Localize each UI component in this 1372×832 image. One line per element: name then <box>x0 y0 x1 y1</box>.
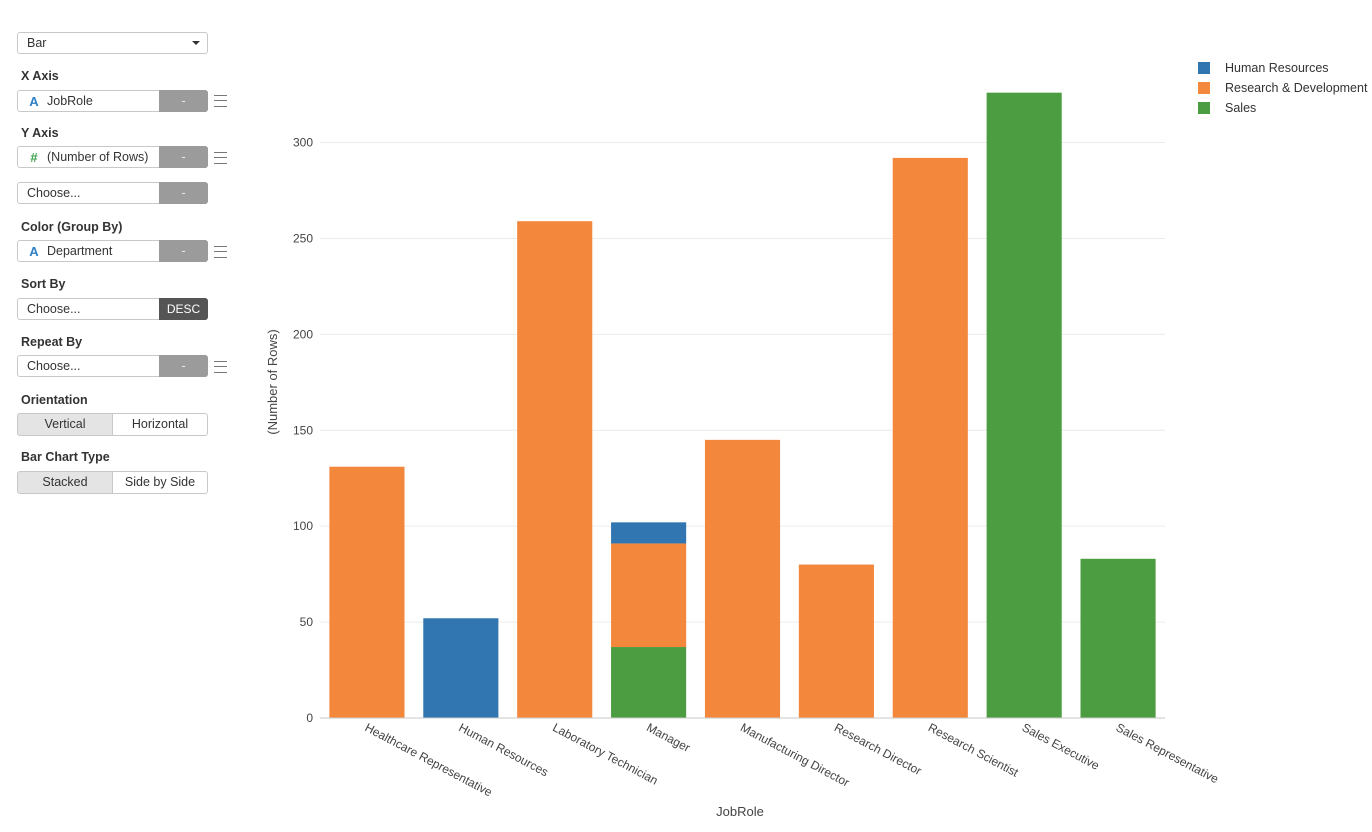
x-axis-label: X Axis <box>21 69 59 83</box>
y-axis-ticks: 0 50 100 150 200 250 300 <box>293 136 313 725</box>
string-type-icon: A <box>29 93 39 109</box>
sort-by-label: Sort By <box>21 277 66 291</box>
bar-segment[interactable] <box>611 543 687 648</box>
x-tick-label: Manager <box>644 720 692 755</box>
repeat-by-placeholder: Choose... <box>27 359 81 373</box>
repeat-by-field[interactable]: Choose... - <box>17 355 208 377</box>
y-axis-extra-remove-button[interactable]: - <box>159 182 208 204</box>
bar-segment[interactable] <box>798 564 874 718</box>
y-axis-menu-icon[interactable] <box>214 152 227 164</box>
chart-type-value: Bar <box>27 36 47 50</box>
y-tick-label: 0 <box>306 711 313 725</box>
bar-chart-type-toggle: Stacked Side by Side <box>17 471 208 494</box>
x-tick-label: Research Scientist <box>926 720 1021 780</box>
orientation-label: Orientation <box>21 393 88 407</box>
sort-order-button[interactable]: DESC <box>159 298 208 320</box>
orientation-horizontal-option[interactable]: Horizontal <box>113 413 208 436</box>
x-axis-field[interactable]: A JobRole - <box>17 90 208 112</box>
color-group-remove-button[interactable]: - <box>159 240 208 262</box>
y-axis-field-name: (Number of Rows) <box>47 150 149 164</box>
x-tick-label: Laboratory Technician <box>550 720 660 787</box>
x-axis-menu-icon[interactable] <box>214 95 227 107</box>
bar-segment[interactable] <box>704 439 781 718</box>
legend-item-research-development[interactable]: Research & Development <box>1198 81 1367 95</box>
legend-item-human-resources[interactable]: Human Resources <box>1198 61 1329 75</box>
y-axis-field[interactable]: # (Number of Rows) - <box>17 146 208 168</box>
repeat-by-remove-button[interactable]: - <box>159 355 208 377</box>
chart-type-select[interactable]: Bar <box>17 32 208 54</box>
bar-segment[interactable] <box>1080 558 1156 718</box>
legend-label: Human Resources <box>1225 61 1329 75</box>
sort-by-field[interactable]: Choose... DESC <box>17 298 208 320</box>
y-tick-label: 50 <box>300 615 314 629</box>
repeat-by-menu-icon[interactable] <box>214 361 227 373</box>
bar-chart-type-label: Bar Chart Type <box>21 450 110 464</box>
y-tick-label: 100 <box>293 519 313 533</box>
bar-segment[interactable] <box>986 92 1062 718</box>
y-axis-remove-button[interactable]: - <box>159 146 208 168</box>
chevron-down-icon <box>192 41 200 45</box>
x-axis-remove-button[interactable]: - <box>159 90 208 112</box>
bar-segment[interactable] <box>611 647 687 718</box>
legend-label: Sales <box>1225 101 1257 115</box>
x-tick-label: Research Director <box>832 720 924 778</box>
legend-item-sales[interactable]: Sales <box>1198 101 1256 115</box>
y-tick-label: 150 <box>293 423 313 437</box>
y-tick-label: 200 <box>293 327 313 341</box>
bar-segment[interactable] <box>892 157 968 718</box>
color-group-label: Color (Group By) <box>21 220 123 234</box>
orientation-toggle: Vertical Horizontal <box>17 413 208 436</box>
bar-segment[interactable] <box>423 618 499 718</box>
legend-swatch <box>1198 62 1210 74</box>
y-tick-label: 300 <box>293 136 313 150</box>
x-tick-label: Sales Representative <box>1114 720 1222 786</box>
y-axis-label: Y Axis <box>21 126 59 140</box>
x-tick-label: Sales Executive <box>1020 720 1102 773</box>
bar-segment[interactable] <box>329 466 405 718</box>
sort-by-placeholder: Choose... <box>27 302 81 316</box>
bar-segment[interactable] <box>611 522 687 544</box>
legend-swatch <box>1198 82 1210 94</box>
y-axis-extra-field[interactable]: Choose... - <box>17 182 208 204</box>
x-tick-label: Human Resources <box>456 720 550 779</box>
legend-swatch <box>1198 102 1210 114</box>
color-group-field-name: Department <box>47 244 113 258</box>
x-axis-title: JobRole <box>716 804 764 819</box>
bars <box>329 92 1156 718</box>
orientation-vertical-option[interactable]: Vertical <box>17 413 113 436</box>
string-type-icon: A <box>29 243 39 259</box>
y-axis-title: (Number of Rows) <box>265 329 280 434</box>
y-axis-extra-placeholder: Choose... <box>27 186 81 200</box>
bar-type-side-by-side-option[interactable]: Side by Side <box>113 471 208 494</box>
legend-label: Research & Development <box>1225 81 1368 95</box>
bar-segment[interactable] <box>517 221 593 718</box>
number-type-icon: # <box>30 149 38 165</box>
color-group-field[interactable]: A Department - <box>17 240 208 262</box>
bar-type-stacked-option[interactable]: Stacked <box>17 471 113 494</box>
repeat-by-label: Repeat By <box>21 335 83 349</box>
x-axis-field-name: JobRole <box>47 94 93 108</box>
y-tick-label: 250 <box>293 231 313 245</box>
color-group-menu-icon[interactable] <box>214 246 227 258</box>
